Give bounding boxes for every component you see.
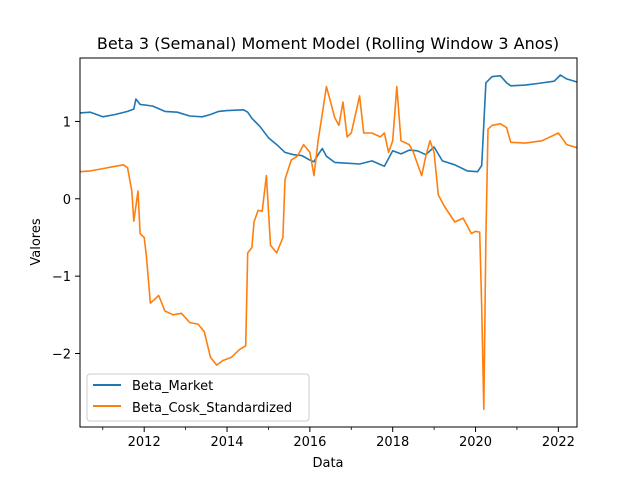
plot-lines	[79, 74, 578, 410]
x-tick-label: 2018	[376, 435, 409, 450]
x-axis-label: Data	[312, 456, 343, 471]
legend-label-beta-market: Beta_Market	[132, 379, 213, 394]
x-tick-label: 2014	[210, 435, 243, 450]
x-tick-label: 2020	[459, 435, 492, 450]
x-tick-label: 2012	[128, 435, 161, 450]
legend-box	[86, 373, 310, 422]
series-line-beta-market	[79, 74, 578, 173]
legend-label-beta-cosk: Beta_Cosk_Standardized	[132, 401, 292, 416]
y-axis-label: Valores	[29, 218, 44, 265]
x-tick-label: 2022	[542, 435, 575, 450]
chart-title: Beta 3 (Semanal) Moment Model (Rolling W…	[97, 34, 559, 53]
y-tick-label: 0	[63, 193, 71, 208]
x-axis-ticks: 2012 2014 2016 2018 2020 2022	[102, 427, 575, 450]
y-tick-label: −1	[52, 270, 71, 285]
legend: Beta_Market Beta_Cosk_Standardized	[86, 373, 310, 422]
x-tick-label: 2016	[293, 435, 326, 450]
y-tick-label: −2	[52, 348, 71, 363]
y-axis-ticks: −2 −1 0 1	[52, 115, 80, 363]
y-tick-label: 1	[63, 115, 71, 130]
series-line-beta-cosk-standardized	[79, 85, 578, 410]
plot-frame	[79, 57, 578, 428]
